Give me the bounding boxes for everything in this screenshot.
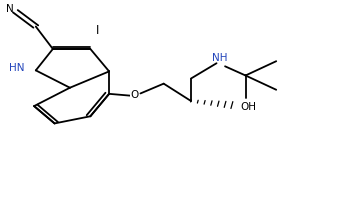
Text: I: I	[95, 24, 99, 37]
Text: O: O	[131, 90, 139, 100]
Text: HN: HN	[9, 63, 25, 73]
Text: N: N	[6, 4, 14, 14]
Text: NH: NH	[211, 53, 227, 63]
Text: OH: OH	[240, 102, 256, 112]
